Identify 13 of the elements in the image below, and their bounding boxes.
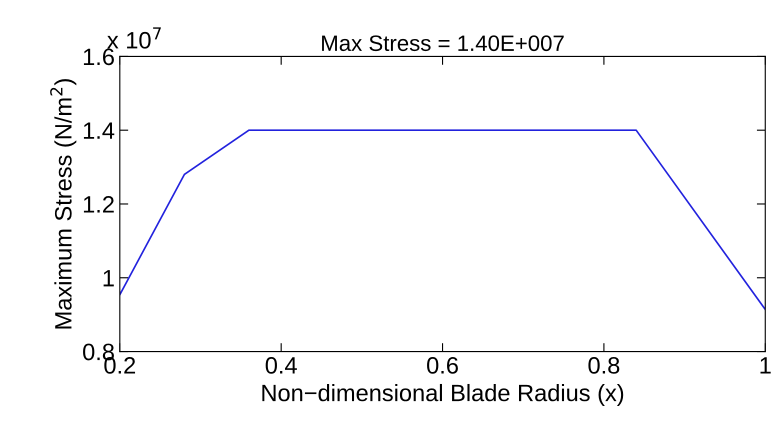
chart-title: Max Stress = 1.40E+007 bbox=[322, 35, 564, 52]
x-tick-label: 1 bbox=[760, 357, 771, 374]
text: x 10$^{7}$ bbox=[107, 27, 161, 49]
y-tick-label: 1.2 bbox=[84, 196, 114, 213]
y-axis-title: Maximum Stress (N/m$^{2}$) bbox=[50, 79, 76, 328]
y-tick-label: 1.4 bbox=[84, 122, 114, 139]
x-tick-label: 0.6 bbox=[427, 357, 458, 374]
x-tick-label: 0.8 bbox=[588, 357, 620, 374]
x-axis-title: Non−dimensional Blade Radius (x) bbox=[262, 384, 624, 406]
line-series bbox=[120, 129, 766, 310]
y-tick-label: 1.6 bbox=[84, 48, 114, 66]
y-tick-label: 1 bbox=[104, 270, 114, 286]
x-tick-label: 0.4 bbox=[266, 357, 297, 374]
